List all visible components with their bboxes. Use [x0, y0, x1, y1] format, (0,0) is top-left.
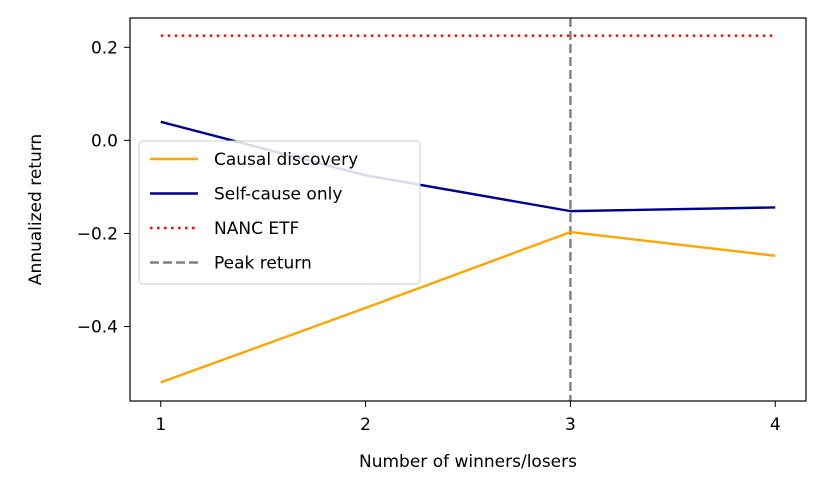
y-tick-label-0: 0.2 — [91, 38, 118, 58]
y-tick-label-1: 0.0 — [91, 131, 118, 151]
legend-label-0: Causal discovery — [214, 150, 358, 170]
y-axis: 0.2 0.0 −0.2 −0.4 — [77, 38, 130, 338]
x-tick-label-3: 4 — [770, 415, 781, 435]
y-axis-label: Annualized return — [26, 134, 46, 285]
y-tick-label-2: −0.2 — [77, 224, 118, 244]
legend: Causal discovery Self-cause only NANC ETF P… — [138, 140, 421, 285]
plot-frame — [129, 17, 807, 402]
legend-label-2: NANC ETF — [214, 219, 299, 239]
x-tick-label-2: 3 — [565, 415, 576, 435]
x-axis-label: Number of winners/losers — [359, 452, 577, 472]
y-tick-label-3: −0.4 — [77, 318, 118, 338]
series-line-0 — [160, 230, 776, 384]
legend-box — [138, 140, 421, 285]
x-tick-label-1: 2 — [360, 415, 371, 435]
legend-label-3: Peak return — [214, 254, 312, 274]
x-tick-label-0: 1 — [155, 415, 166, 435]
x-axis: 1 2 3 4 — [155, 401, 781, 435]
legend-label-1: Self-cause only — [214, 185, 342, 205]
